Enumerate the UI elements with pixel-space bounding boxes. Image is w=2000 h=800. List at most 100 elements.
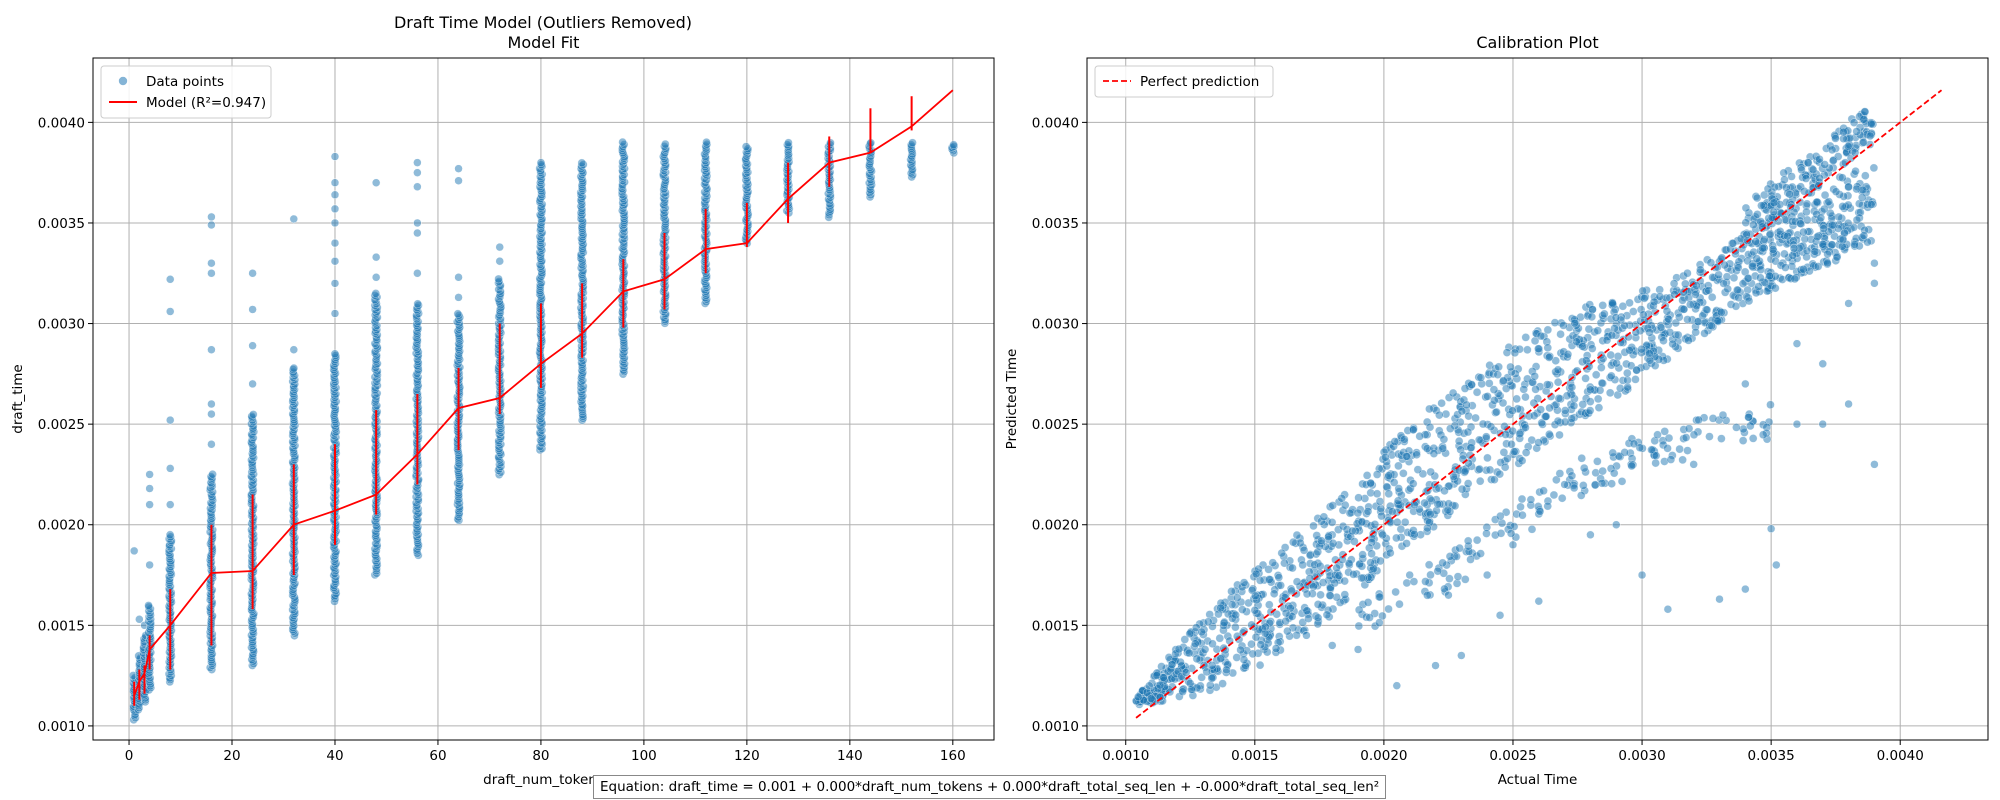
calibration-point: [1426, 467, 1435, 477]
calibration-point: [1493, 370, 1502, 379]
calibration-panel: 0.0010 0.0015 0.0020 0.0025 0.0030 0.0035 0.00…: [1004, 33, 1989, 788]
calibration-point: [1529, 411, 1539, 420]
calibration-point: [1732, 423, 1741, 432]
calibration-point: [1239, 578, 1249, 587]
x-tick-label: 40: [326, 748, 343, 764]
calibration-point: [1348, 526, 1357, 536]
calibration-point: [1597, 478, 1607, 488]
calibration-point: [1471, 413, 1480, 423]
calibration-point: [1443, 505, 1453, 515]
x-axis-label: draft_num_tokens: [483, 772, 604, 788]
calibration-point: [1265, 575, 1274, 584]
calibration-point: [1184, 648, 1194, 658]
calibration-point: [1678, 455, 1687, 465]
calibration-point: [1274, 573, 1284, 582]
calibration-point: [1382, 482, 1391, 492]
data-point-outlier: [330, 178, 340, 187]
calibration-point-outlier: [1431, 661, 1440, 670]
data-point-outlier: [165, 500, 175, 509]
calibration-point: [1506, 529, 1516, 538]
calibration-point: [1492, 407, 1501, 417]
calibration-point-outlier: [1870, 279, 1879, 288]
calibration-point: [1553, 416, 1563, 426]
calibration-point: [1579, 481, 1588, 490]
calibration-point: [1264, 565, 1273, 574]
calibration-point-outlier: [1870, 460, 1879, 469]
calibration-point: [1838, 202, 1847, 211]
x-tick-label: 100: [631, 748, 657, 764]
calibration-point: [1670, 290, 1679, 299]
calibration-point: [1801, 174, 1811, 183]
calibration-point: [1534, 344, 1543, 353]
data-point-outlier: [207, 399, 216, 409]
calibration-point: [1607, 331, 1617, 340]
calibration-point: [1402, 578, 1412, 588]
data-point-outlier: [165, 275, 175, 284]
calibration-point: [1435, 410, 1444, 420]
calibration-point: [1803, 158, 1813, 167]
x-tick-label: 0.0010: [1102, 748, 1149, 764]
calibration-point: [1559, 321, 1568, 330]
calibration-point: [1850, 148, 1860, 157]
calibration-point: [1733, 285, 1742, 295]
calibration-point: [1543, 343, 1553, 352]
calibration-point: [1681, 279, 1690, 289]
calibration-point: [1340, 590, 1350, 599]
calibration-point: [1445, 552, 1455, 561]
calibration-point: [1823, 258, 1832, 268]
calibration-point: [1607, 479, 1616, 488]
calibration-point: [1569, 483, 1579, 493]
calibration-point: [1197, 627, 1206, 637]
calibration-point: [1518, 510, 1527, 520]
calibration-point: [1768, 245, 1778, 254]
data-point-outlier: [145, 560, 154, 570]
calibration-point: [1461, 575, 1470, 584]
calibration-point: [1560, 417, 1570, 427]
calibration-point: [1756, 265, 1766, 274]
calibration-point: [1446, 424, 1455, 433]
calibration-point: [1675, 444, 1684, 454]
data-point-outlier: [330, 279, 340, 288]
calibration-point: [1860, 107, 1870, 116]
calibration-point: [1517, 456, 1527, 465]
calibration-point: [1393, 496, 1403, 506]
calibration-point: [1357, 517, 1367, 527]
calibration-point: [1271, 644, 1281, 653]
data-point-outlier: [207, 409, 216, 419]
calibration-point: [1495, 469, 1505, 479]
data-point-outlier: [454, 273, 463, 282]
calibration-point: [1426, 570, 1435, 580]
equation-box: Equation: draft_time = 0.001 + 0.000*dra…: [593, 775, 1387, 799]
calibration-point: [1472, 535, 1482, 545]
calibration-point: [1611, 313, 1621, 322]
calibration-point: [1462, 400, 1471, 410]
calibration-point: [1595, 386, 1605, 395]
calibration-point: [1866, 200, 1876, 209]
x-tick-label: 0.0015: [1231, 748, 1278, 764]
calibration-point: [1553, 377, 1563, 387]
calibration-point: [1313, 600, 1323, 609]
x-tick-label: 120: [734, 748, 760, 764]
calibration-point: [1457, 484, 1467, 494]
x-axis-label: Actual Time: [1498, 772, 1578, 788]
calibration-point: [1261, 622, 1270, 632]
calibration-point: [1216, 654, 1225, 663]
calibration-point: [1362, 471, 1372, 480]
calibration-point: [1616, 384, 1625, 393]
calibration-point: [1248, 649, 1258, 659]
calibration-point: [1859, 115, 1868, 124]
calibration-point: [1708, 414, 1718, 423]
calibration-point: [1302, 589, 1312, 599]
calibration-point: [1251, 591, 1260, 601]
calibration-point: [1815, 154, 1824, 164]
calibration-point: [1609, 468, 1619, 478]
calibration-point: [1388, 507, 1397, 516]
calibration-point: [1567, 471, 1577, 481]
data-point: [661, 139, 670, 149]
calibration-point: [1325, 591, 1335, 600]
calibration-point: [1741, 203, 1751, 213]
calibration-point: [1753, 210, 1762, 219]
calibration-point: [1838, 235, 1848, 245]
calibration-point: [1395, 599, 1404, 609]
calibration-point: [1313, 547, 1323, 557]
